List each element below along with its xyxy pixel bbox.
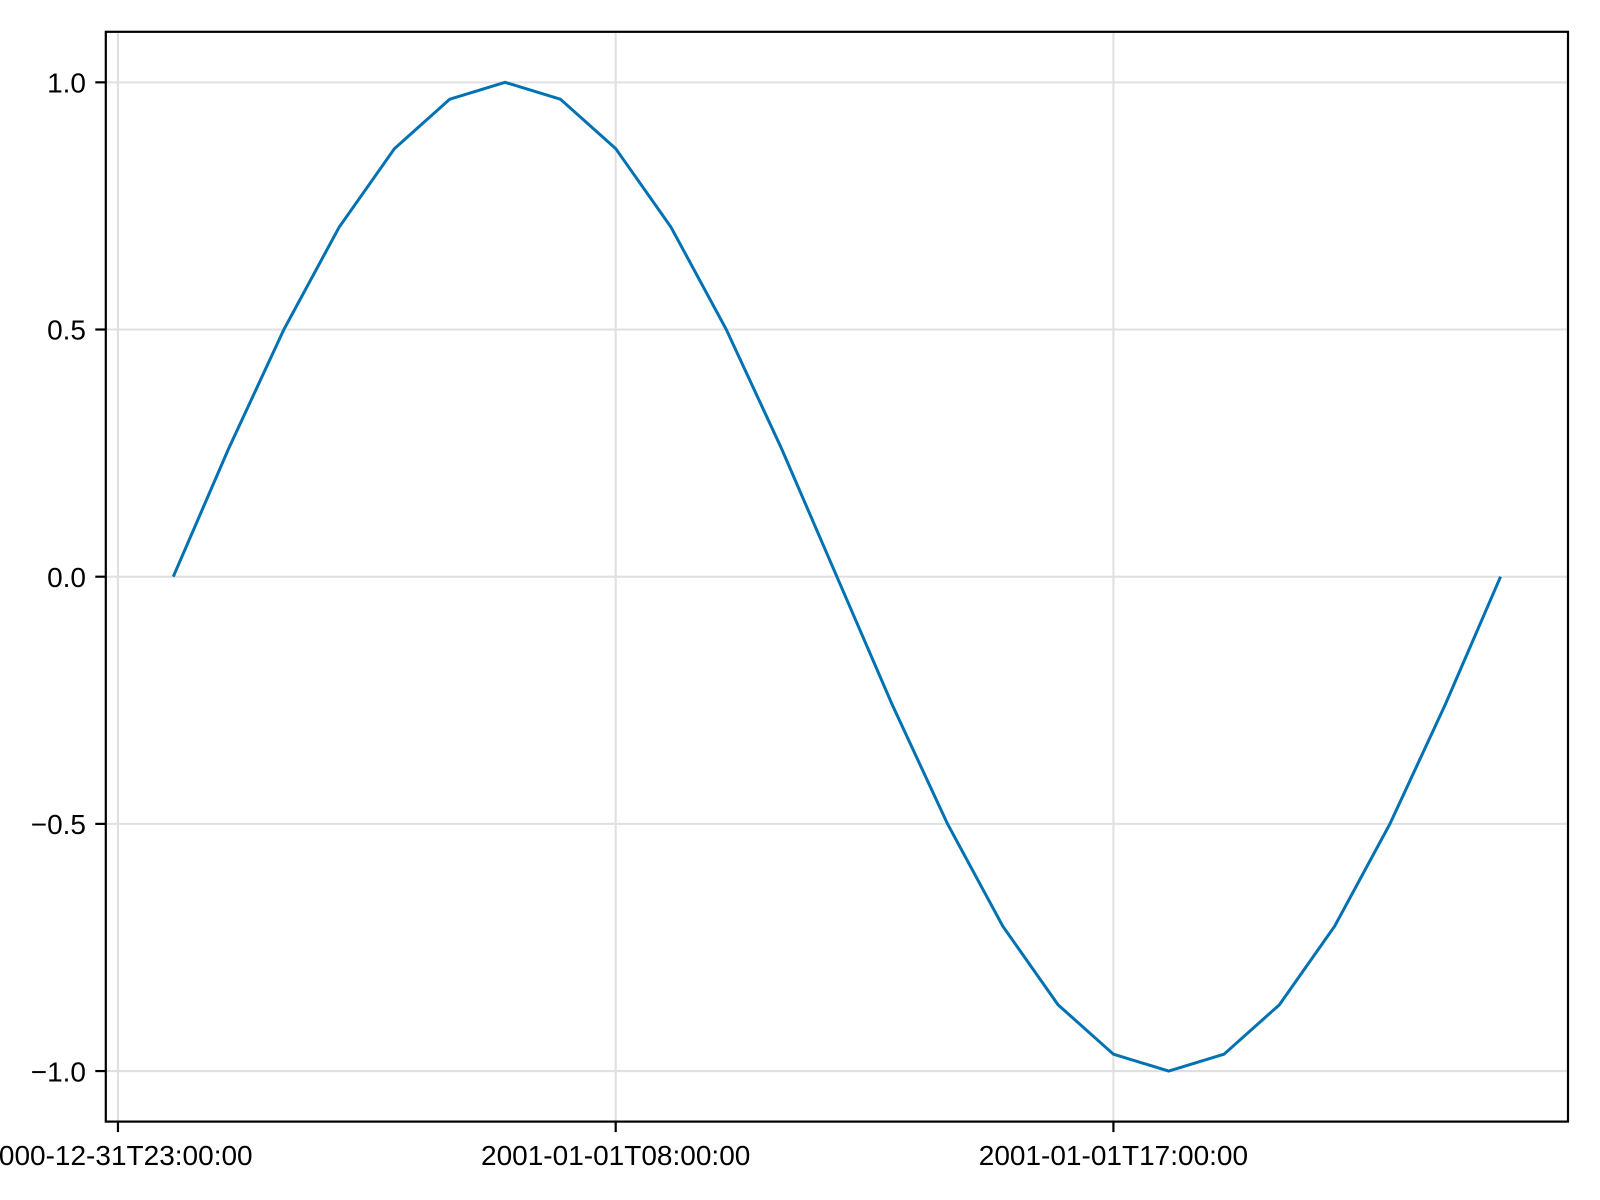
svg-text:1.0: 1.0 (47, 68, 86, 99)
svg-text:2001-01-01T08:00:00: 2001-01-01T08:00:00 (481, 1140, 750, 1171)
svg-text:0.0: 0.0 (47, 562, 86, 593)
svg-text:0.5: 0.5 (47, 315, 86, 346)
svg-text:2000-12-31T23:00:00: 2000-12-31T23:00:00 (0, 1140, 253, 1171)
svg-text:−0.5: −0.5 (31, 809, 86, 840)
svg-text:−1.0: −1.0 (31, 1056, 86, 1087)
svg-text:2001-01-01T17:00:00: 2001-01-01T17:00:00 (979, 1140, 1248, 1171)
